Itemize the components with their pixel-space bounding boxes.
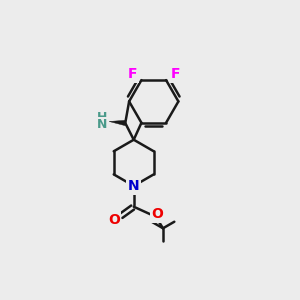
Text: N: N xyxy=(97,118,107,131)
Text: F: F xyxy=(128,67,137,81)
Text: O: O xyxy=(108,213,120,227)
Polygon shape xyxy=(109,120,125,126)
Text: H: H xyxy=(96,111,106,124)
Text: N: N xyxy=(96,118,106,131)
Text: H: H xyxy=(97,111,107,124)
Text: F: F xyxy=(171,67,180,81)
Text: O: O xyxy=(152,207,164,221)
Text: N: N xyxy=(128,179,140,193)
